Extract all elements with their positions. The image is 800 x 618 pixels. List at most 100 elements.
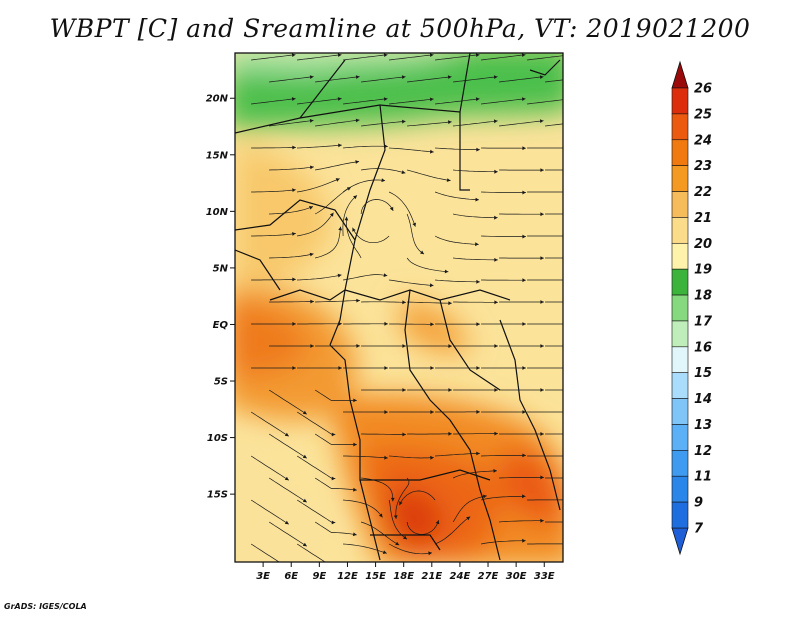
streamline <box>343 145 388 149</box>
streamline-arrow <box>302 498 307 503</box>
streamline <box>389 455 434 459</box>
streamline-arrow <box>338 143 342 148</box>
streamline-arrow <box>390 497 395 502</box>
streamline-arrow <box>310 299 314 304</box>
streamline-arrow <box>476 451 480 456</box>
streamline-arrow <box>309 75 314 79</box>
streamline <box>435 98 480 105</box>
colorbar-label: 14 <box>694 392 712 407</box>
streamline-arrow <box>586 432 590 436</box>
streamline <box>297 54 342 61</box>
colorbar-swatch <box>671 268 689 296</box>
streamline-arrow <box>446 178 451 182</box>
streamline-arrow <box>292 277 296 282</box>
streamline-arrow <box>383 97 388 101</box>
streamline-arrow <box>494 344 498 348</box>
streamline-arrow <box>540 388 544 392</box>
streamline-arrow <box>448 301 452 306</box>
lat-tick-label: EQ <box>213 320 229 331</box>
streamline-arrow <box>586 212 590 216</box>
streamline-arrow <box>310 344 314 348</box>
streamline-arrow <box>346 187 351 191</box>
streamline <box>453 76 498 83</box>
colorbar-swatch <box>671 165 689 192</box>
streamlines <box>250 53 590 562</box>
colorbar-label: 9 <box>694 496 703 511</box>
streamline <box>527 99 563 105</box>
streamline-arrow <box>476 322 480 327</box>
colorbar-swatch <box>671 320 689 348</box>
streamline-arrow <box>522 146 526 151</box>
streamline <box>361 168 406 174</box>
streamline-arrow <box>568 190 572 194</box>
streamline-arrow <box>568 542 572 546</box>
streamline-arrow <box>475 197 479 202</box>
colorbar-over-triangle <box>671 60 689 89</box>
lon-tick-label: 6E <box>284 571 298 582</box>
lon-tick-label: 15E <box>365 571 386 582</box>
streamline <box>407 169 451 181</box>
streamline <box>314 186 352 215</box>
streamline <box>407 301 452 304</box>
streamline-arrow <box>483 494 487 499</box>
streamline-arrow <box>521 97 526 101</box>
colorbar-label: 11 <box>694 470 712 485</box>
latitude-axis: 20N 15N 10N 5N EQ 5S 10S 15S <box>206 94 235 501</box>
colorbar-swatch <box>671 501 689 529</box>
streamline <box>361 301 406 303</box>
streamline-arrow <box>429 97 434 102</box>
streamline-arrow <box>331 520 336 525</box>
streamline-arrow <box>540 168 544 172</box>
streamline <box>435 147 480 151</box>
streamline-arrow <box>540 518 544 523</box>
streamline <box>453 213 498 219</box>
streamline <box>406 213 425 255</box>
streamline <box>296 499 336 523</box>
lat-tick-label: 5S <box>214 377 228 388</box>
streamline <box>453 120 498 127</box>
streamline-arrow <box>586 168 590 172</box>
colorbar-label: 18 <box>694 289 712 304</box>
streamline-arrow <box>568 278 572 282</box>
map-frame <box>234 52 564 563</box>
lon-tick-label: 3E <box>256 571 270 582</box>
streamline-arrow <box>402 300 406 305</box>
streamline <box>314 433 357 445</box>
chart-title: WBPT [C] and Sreamline at 500hPa, VT: 20… <box>49 14 751 43</box>
streamline <box>361 477 394 502</box>
streamline <box>481 54 526 61</box>
streamline <box>314 521 357 536</box>
colorbar-under-triangle <box>671 527 689 556</box>
lon-tick-label: 12E <box>337 571 358 582</box>
streamline <box>388 191 416 227</box>
streamline <box>268 433 307 459</box>
streamline <box>251 147 296 149</box>
streamline <box>250 543 280 562</box>
streamline-arrow <box>540 344 544 348</box>
streamline-arrow <box>309 118 314 123</box>
streamline <box>314 477 357 491</box>
lon-tick-label: 33E <box>534 571 555 582</box>
streamline-arrow <box>444 269 449 274</box>
streamline-arrow <box>586 256 590 260</box>
colorbar-label: 21 <box>694 211 712 226</box>
streamline-arrow <box>292 188 296 192</box>
lat-tick-label: 10N <box>206 207 229 218</box>
colorbar-swatch <box>671 424 689 451</box>
streamline-arrow <box>284 432 289 437</box>
streamline <box>343 274 388 281</box>
streamline <box>343 54 388 61</box>
colorbar-swatch <box>671 372 689 399</box>
streamline <box>452 470 498 479</box>
streamline-arrow <box>412 222 416 227</box>
streamline-arrow <box>430 322 434 327</box>
wbpt-color-field <box>235 53 563 562</box>
streamline-arrow <box>586 388 590 392</box>
streamline-arrow <box>352 227 356 232</box>
lat-tick-label: 15N <box>206 150 229 161</box>
streamline <box>269 76 314 83</box>
streamline-arrow <box>522 278 526 283</box>
streamline-arrow <box>302 542 307 547</box>
streamline-arrow <box>331 476 336 481</box>
colorbar-label: 19 <box>694 263 712 278</box>
